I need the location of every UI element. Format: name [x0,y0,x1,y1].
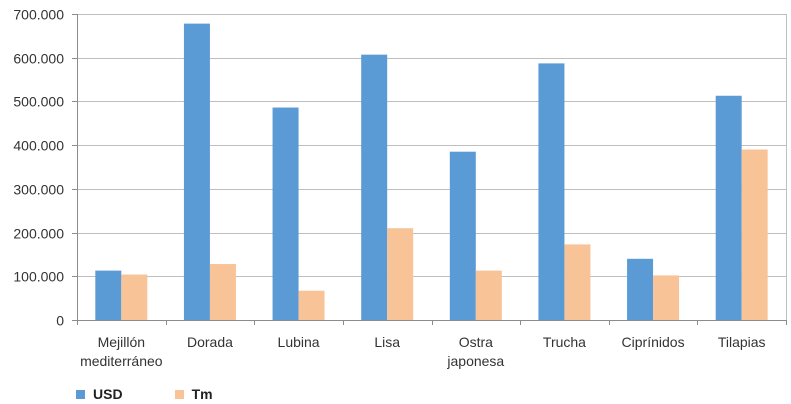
x-tick-label: Ostra [459,334,493,350]
bar-tm-4 [475,270,502,320]
y-tick-label: 700.000 [13,7,64,23]
x-tick-label: Lisa [374,334,400,350]
x-tick-label: japonesa [446,353,504,369]
bars [95,23,768,320]
y-tick-label: 300.000 [13,182,64,198]
y-tick-label: 100.000 [13,269,64,285]
x-tick-label: Dorada [187,334,233,350]
bar-tm-3 [387,228,414,320]
x-tick-label: Lubina [278,334,320,350]
y-tick-label: 600.000 [13,51,64,67]
bar-tm-1 [209,264,236,320]
x-tick-label: Trucha [543,334,586,350]
bar-tm-5 [564,244,591,320]
x-tick-label: mediterráneo [80,353,163,369]
y-tick-label: 500.000 [13,94,64,110]
bar-usd-5 [538,63,565,320]
bar-usd-2 [272,107,299,320]
bar-tm-2 [298,290,325,320]
bar-usd-0 [95,270,122,320]
y-tick-label: 400.000 [13,138,64,154]
bar-usd-4 [449,151,476,320]
x-tick-label: Ciprínidos [622,334,685,350]
legend-item-tm: Tm [174,386,213,402]
y-tick-label: 200.000 [13,226,64,242]
legend: USD Tm [76,386,265,402]
bar-tm-7 [741,149,768,320]
legend-label-usd: USD [93,386,123,402]
bar-usd-3 [361,54,388,320]
bar-tm-6 [653,275,680,320]
legend-swatch-usd [76,389,85,399]
x-tick-label: Mejillón [98,334,145,350]
labels: 0 100.000 200.000 300.000 400.000 500.000 600.… [13,7,765,370]
y-tick-label: 0 [56,313,64,329]
legend-label-tm: Tm [191,386,213,402]
bar-usd-1 [183,23,210,320]
gridlines [77,14,787,320]
x-tick-label: Tilapias [718,334,766,350]
bar-usd-6 [627,258,654,320]
bar-usd-7 [715,95,742,320]
axes [72,14,787,325]
legend-swatch-tm [174,389,184,399]
bar-tm-0 [121,274,148,320]
legend-item-usd: USD [76,386,123,402]
